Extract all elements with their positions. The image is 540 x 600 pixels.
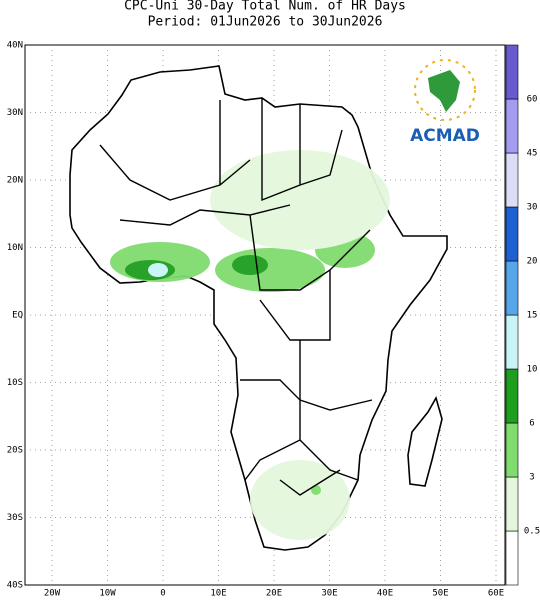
lat-label: EQ: [12, 311, 23, 321]
borders: [99, 98, 373, 496]
colorbar-box: [505, 476, 519, 532]
lat-label: 10N: [7, 243, 23, 253]
lon-label: 20E: [266, 589, 282, 599]
madagascar: [407, 395, 443, 487]
lon-label: 10W: [99, 589, 116, 599]
lat-label: 30N: [7, 108, 23, 118]
patch: [210, 150, 390, 250]
title-line: CPC-Uni 30-Day Total Num. of HR Days: [124, 0, 406, 14]
lat-label: 30S: [7, 513, 23, 523]
colorbar-box: [505, 422, 519, 478]
lon-label: 0: [160, 589, 165, 599]
title-line: Period: 01Jun2026 to 30Jun2026: [148, 15, 383, 30]
logo-africa: [428, 70, 460, 112]
colorbar-box: [505, 152, 519, 208]
colorbar-label: 30: [527, 203, 538, 213]
colorbar-box: [505, 44, 519, 100]
lon-label: 20W: [44, 589, 61, 599]
colorbar-box: [505, 530, 519, 586]
logo-ring: [414, 59, 476, 121]
logo: ACMAD: [410, 59, 480, 146]
colorbar-box: [505, 98, 519, 154]
logo-text: ACMAD: [410, 126, 480, 146]
lon-label: 10E: [210, 589, 226, 599]
lat-label: 40N: [7, 41, 23, 51]
colorbar-box: [505, 368, 519, 424]
colorbar-label: 60: [527, 95, 538, 105]
colorbar-label: 0.5: [524, 527, 540, 537]
lon-label: 30E: [321, 589, 337, 599]
colorbar-label: 10: [527, 365, 538, 375]
colorbar-label: 20: [527, 257, 538, 267]
colorbar-box: [505, 260, 519, 316]
colorbar-label: 3: [529, 473, 534, 483]
colorbar-label: 15: [527, 311, 538, 321]
lon-label: 60E: [488, 589, 504, 599]
lat-label: 40S: [7, 581, 23, 591]
colorbar: 0.5 3 6 10 15 20 30 45 60: [505, 44, 540, 586]
patch: [311, 485, 321, 495]
lat-label: 20S: [7, 446, 23, 456]
colorbar-label: 6: [529, 419, 534, 429]
colorbar-label: 45: [527, 149, 538, 159]
colorbar-box: [505, 314, 519, 370]
patch: [148, 263, 168, 277]
patch: [215, 248, 325, 292]
lat-label: 10S: [7, 378, 23, 388]
colorbar-box: [505, 206, 519, 262]
lon-label: 40E: [377, 589, 393, 599]
axes: 40N 30N 20N 10N EQ 10S 20S 30S 40S 20W 10W 0 10E 20E 3…: [7, 41, 504, 599]
lon-label: 50E: [432, 589, 448, 599]
patch: [232, 255, 268, 275]
lat-label: 20N: [7, 176, 23, 186]
